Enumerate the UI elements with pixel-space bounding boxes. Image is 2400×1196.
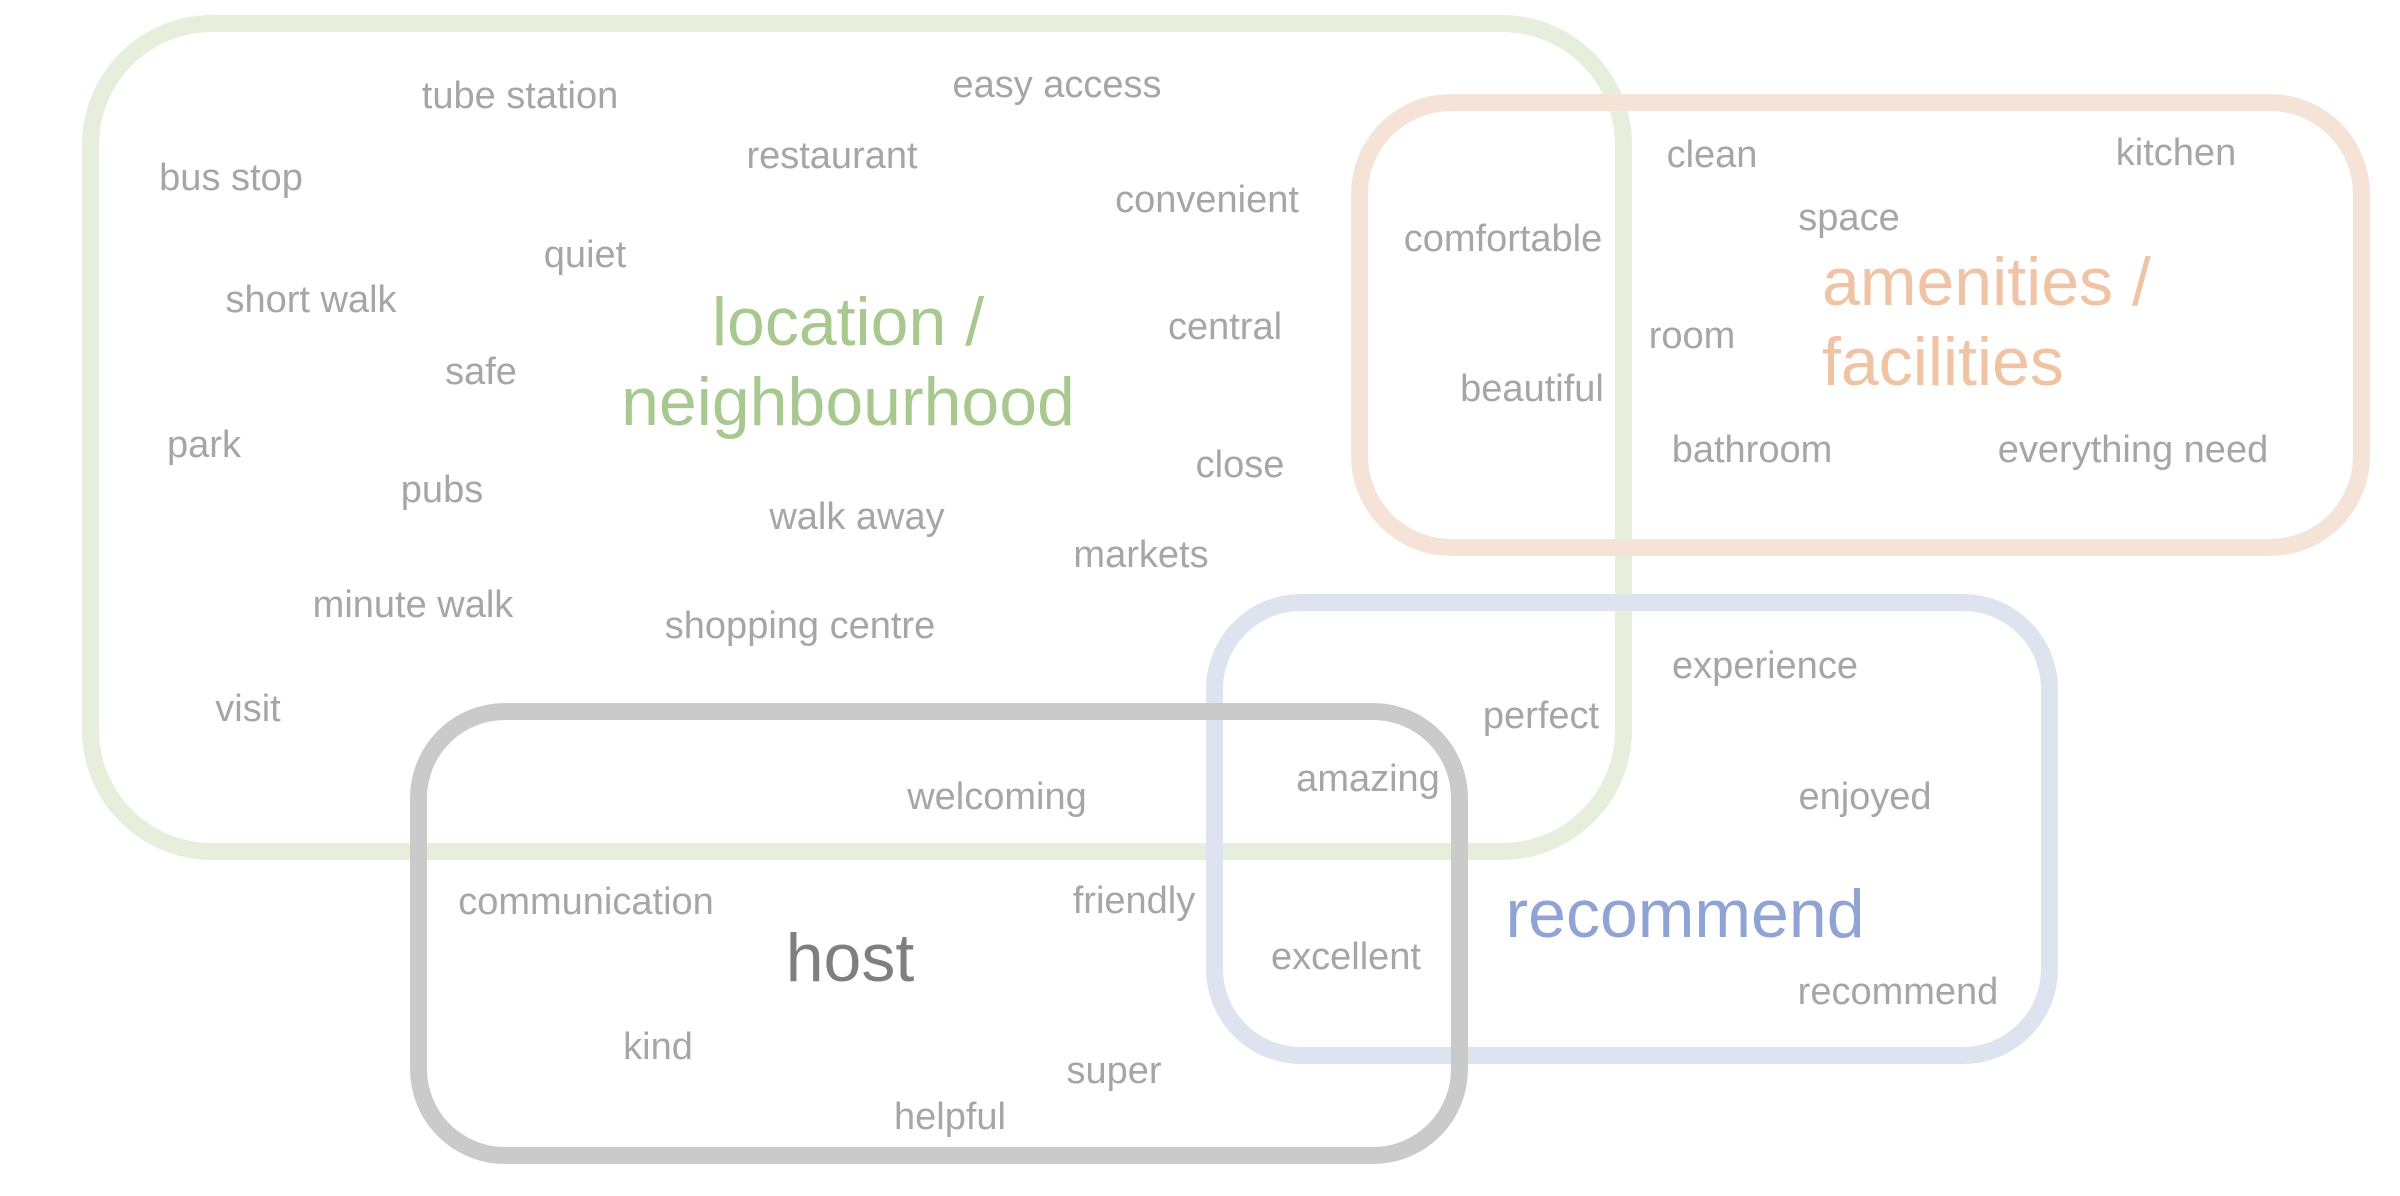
word-label: excellent xyxy=(1271,936,1421,978)
location-group-title: location / neighbourhood xyxy=(621,282,1075,442)
word-label: clean xyxy=(1666,134,1758,176)
word-label: everything need xyxy=(1997,429,2269,471)
word-label: tube station xyxy=(421,75,619,117)
word-label: restaurant xyxy=(746,135,918,177)
word-label: beautiful xyxy=(1460,368,1604,410)
word-label: recommend xyxy=(1797,971,1999,1013)
word-label: pubs xyxy=(400,469,484,511)
word-label: shopping centre xyxy=(664,605,936,647)
word-label: kitchen xyxy=(2115,132,2237,174)
word-label: close xyxy=(1195,444,1285,486)
word-label: space xyxy=(1798,197,1900,239)
host-group-title: host xyxy=(785,919,915,996)
word-label: markets xyxy=(1073,534,1209,576)
word-label: short walk xyxy=(225,279,397,321)
amenities-group-box xyxy=(1351,94,2370,556)
amenities-group-title: amenities / facilities xyxy=(1822,242,2151,402)
word-label: helpful xyxy=(894,1096,1006,1138)
word-label: perfect xyxy=(1482,695,1600,737)
word-label: convenient xyxy=(1115,179,1299,221)
host-group-box xyxy=(410,703,1468,1164)
word-label: experience xyxy=(1672,645,1858,687)
recommend-group-box xyxy=(1206,594,2058,1064)
word-label: communication xyxy=(458,881,714,923)
location-title-line2: neighbourhood xyxy=(621,364,1075,440)
word-label: welcoming xyxy=(907,776,1087,818)
word-label: easy access xyxy=(952,64,1162,106)
location-title-line1: location / xyxy=(711,283,985,360)
amenities-title-line2: facilities xyxy=(1822,324,2064,400)
word-label: amazing xyxy=(1296,758,1440,800)
word-label: room xyxy=(1648,315,1736,357)
amenities-title-line1: amenities / xyxy=(1822,243,2151,320)
word-label: comfortable xyxy=(1403,218,1603,260)
location-group-box xyxy=(82,15,1632,860)
word-label: visit xyxy=(215,688,281,730)
word-label: central xyxy=(1167,306,1283,348)
word-label: super xyxy=(1066,1050,1162,1092)
word-label: bathroom xyxy=(1671,429,1833,471)
word-label: park xyxy=(167,424,241,466)
word-label: safe xyxy=(445,351,517,393)
word-label: enjoyed xyxy=(1798,776,1932,818)
word-label: minute walk xyxy=(312,584,514,626)
word-label: bus stop xyxy=(159,157,303,199)
word-label: quiet xyxy=(543,234,627,276)
word-label: walk away xyxy=(769,496,945,538)
word-label: friendly xyxy=(1072,880,1196,922)
word-label: kind xyxy=(623,1026,693,1068)
recommend-group-title: recommend xyxy=(1505,875,1865,952)
